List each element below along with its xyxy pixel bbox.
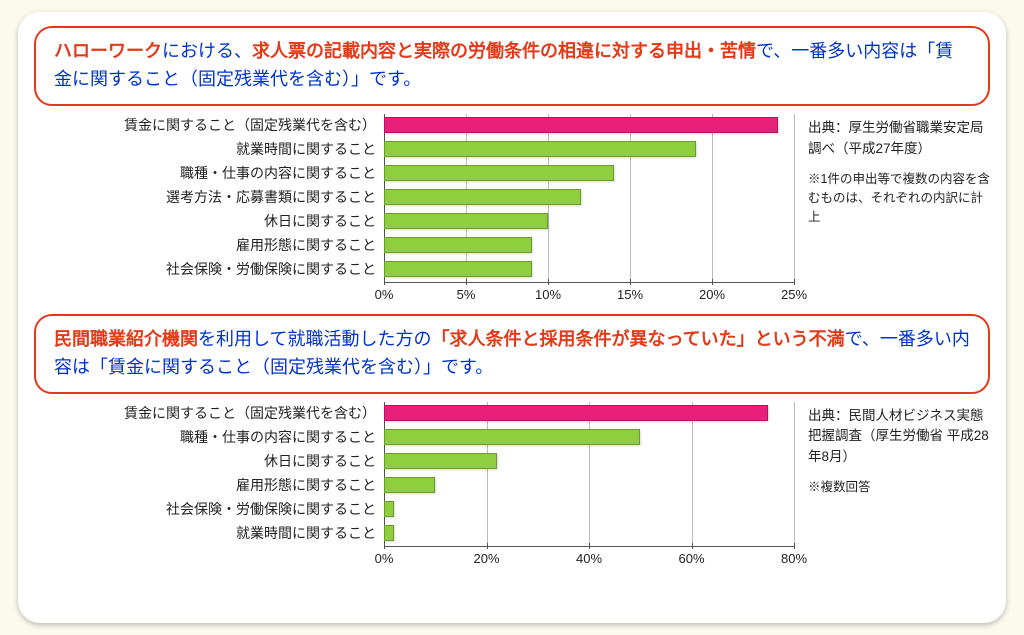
bar-label: 雇用形態に関すること [34,235,384,255]
bar-fill [384,405,768,421]
axis-tick-label: 20% [473,551,499,566]
axis-tick-label: 25% [781,287,807,302]
bar-row: 就業時間に関すること [34,522,794,544]
section1-t1: における、 [162,41,252,61]
bar-label: 就業時間に関すること [34,139,384,159]
bar-track [384,141,794,157]
bar-row: 就業時間に関すること [34,138,794,160]
bar-label: 雇用形態に関すること [34,475,384,495]
bar-label: 休日に関すること [34,451,384,471]
section1-notes: 出典：厚生労働省職業安定局調べ（平成27年度） ※1件の申出等で複数の内容を含む… [808,114,990,228]
bar-row: 休日に関すること [34,210,794,232]
section2-t1: を利用して就職活動した方の [198,329,431,349]
bar-fill [384,501,394,517]
bar-row: 社会保険・労働保険に関すること [34,498,794,520]
bar-fill [384,165,614,181]
bar-label: 選考方法・応募書類に関すること [34,187,384,207]
bar-track [384,213,794,229]
bar-track [384,453,794,469]
axis-tick-label: 60% [678,551,704,566]
bar-row: 賃金に関すること（固定残業代を含む） [34,402,794,424]
bar-row: 休日に関すること [34,450,794,472]
bar-fill [384,237,532,253]
bar-fill [384,189,581,205]
axis-tick-label: 10% [535,287,561,302]
bar-row: 職種・仕事の内容に関すること [34,426,794,448]
section1-chart-section: 賃金に関すること（固定残業代を含む） 就業時間に関すること職種・仕事の内容に関する… [34,114,990,308]
bar-fill [384,261,532,277]
bar-label: 職種・仕事の内容に関すること [34,163,384,183]
section1-hl1: ハローワーク [54,41,162,61]
bar-row: 賃金に関すること（固定残業代を含む） [34,114,794,136]
card: ハローワークにおける、求人票の記載内容と実際の労働条件の相違に対する申出・苦情で… [18,12,1006,623]
section1-source: 出典：厚生労働省職業安定局調べ（平成27年度） [808,118,990,160]
bar-label: 社会保険・労働保険に関すること [34,499,384,519]
section2-chart-section: 賃金に関すること（固定残業代を含む） 職種・仕事の内容に関すること休日に関すること… [34,402,990,572]
bar-row: 選考方法・応募書類に関すること [34,186,794,208]
bar-fill [384,429,640,445]
section1-chart: 賃金に関すること（固定残業代を含む） 就業時間に関すること職種・仕事の内容に関する… [34,114,794,308]
bar-fill [384,141,696,157]
bar-label: 就業時間に関すること [34,523,384,543]
bar-track [384,189,794,205]
section1-hl2: 求人票の記載内容と実際の労働条件の相違に対する申出・苦情 [252,41,756,61]
bar-track [384,237,794,253]
bar-fill [384,453,497,469]
section2-hl1: 民間職業紹介機関 [54,329,198,349]
section1-heading: ハローワークにおける、求人票の記載内容と実際の労働条件の相違に対する申出・苦情で… [34,26,990,106]
section2-footnote: ※複数回答 [808,478,990,497]
bar-track [384,525,794,541]
bar-row: 職種・仕事の内容に関すること [34,162,794,184]
section1-footnote: ※1件の申出等で複数の内容を含むものは、それぞれの内訳に計上 [808,170,990,228]
axis-tick-label: 5% [457,287,476,302]
section2-heading: 民間職業紹介機関を利用して就職活動した方の「求人条件と採用条件が異なっていた」と… [34,314,990,394]
bar-track [384,429,794,445]
bar-row: 雇用形態に関すること [34,234,794,256]
bar-label: 社会保険・労働保険に関すること [34,259,384,279]
bar-row: 雇用形態に関すること [34,474,794,496]
bar-fill [384,477,435,493]
bar-track [384,405,794,421]
axis-tick-label: 0% [375,551,394,566]
axis-tick-label: 80% [781,551,807,566]
section2-source: 出典：民間人材ビジネス実態把握調査（厚生労働省 平成28年8月） [808,406,990,469]
section2-notes: 出典：民間人材ビジネス実態把握調査（厚生労働省 平成28年8月） ※複数回答 [808,402,990,498]
bar-fill [384,213,548,229]
bar-label: 休日に関すること [34,211,384,231]
bar-fill [384,525,394,541]
bar-label: 職種・仕事の内容に関すること [34,427,384,447]
bar-fill [384,117,778,133]
bar-label: 賃金に関すること（固定残業代を含む） [34,115,384,135]
axis-tick-label: 15% [617,287,643,302]
bar-label: 賃金に関すること（固定残業代を含む） [34,403,384,423]
axis-tick-label: 0% [375,287,394,302]
bar-track [384,261,794,277]
bar-track [384,501,794,517]
axis-tick-label: 40% [576,551,602,566]
bar-track [384,477,794,493]
bar-row: 社会保険・労働保険に関すること [34,258,794,280]
bar-track [384,117,794,133]
section2-hl2: 「求人条件と採用条件が異なっていた」という不満 [431,329,844,349]
bar-track [384,165,794,181]
section2-chart: 賃金に関すること（固定残業代を含む） 職種・仕事の内容に関すること休日に関すること… [34,402,794,572]
axis-tick-label: 20% [699,287,725,302]
